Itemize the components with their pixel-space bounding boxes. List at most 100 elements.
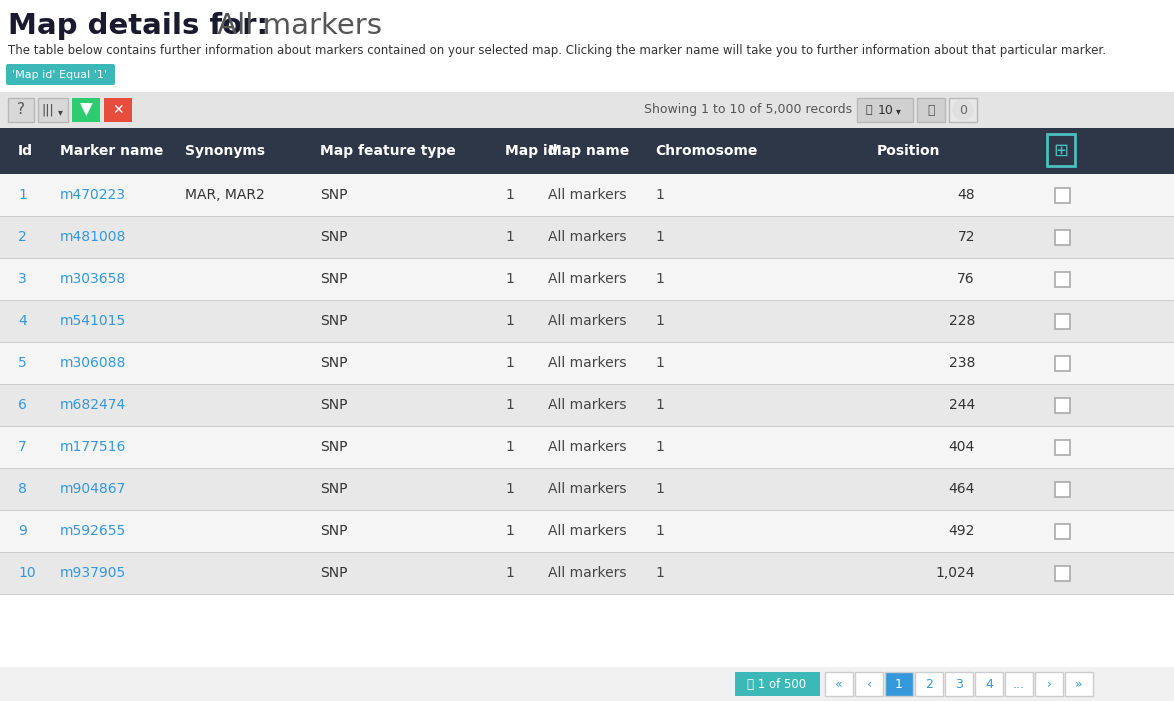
Text: Map details for:: Map details for: bbox=[8, 12, 268, 40]
Bar bbox=[0, 216, 1174, 258]
Text: Id: Id bbox=[18, 144, 33, 158]
Text: 1,024: 1,024 bbox=[936, 566, 974, 580]
Text: 76: 76 bbox=[957, 272, 974, 286]
Text: 6: 6 bbox=[18, 398, 27, 412]
Bar bbox=[72, 98, 100, 122]
Text: ✕: ✕ bbox=[113, 103, 123, 117]
Bar bbox=[0, 667, 1174, 701]
Bar bbox=[0, 300, 1174, 342]
Text: Showing 1 to 10 of 5,000 records: Showing 1 to 10 of 5,000 records bbox=[643, 104, 852, 116]
Bar bbox=[0, 258, 1174, 300]
Bar bbox=[1055, 229, 1070, 245]
Text: 2: 2 bbox=[925, 677, 933, 690]
Text: All markers: All markers bbox=[548, 314, 627, 328]
Text: m541015: m541015 bbox=[60, 314, 127, 328]
Bar bbox=[104, 98, 131, 122]
Bar bbox=[38, 98, 68, 122]
Text: SNP: SNP bbox=[321, 230, 348, 244]
FancyBboxPatch shape bbox=[6, 64, 115, 85]
Text: 1: 1 bbox=[505, 188, 514, 202]
Bar bbox=[885, 672, 913, 696]
Text: 1: 1 bbox=[505, 398, 514, 412]
Text: ‹: ‹ bbox=[866, 677, 871, 690]
Text: All markers: All markers bbox=[548, 272, 627, 286]
Text: »: » bbox=[1075, 677, 1082, 690]
Bar bbox=[1055, 482, 1070, 496]
Text: 48: 48 bbox=[957, 188, 974, 202]
Text: All markers: All markers bbox=[208, 12, 382, 40]
Text: 3: 3 bbox=[956, 677, 963, 690]
Bar bbox=[949, 98, 977, 122]
Bar bbox=[1055, 440, 1070, 454]
Text: Map name: Map name bbox=[548, 144, 629, 158]
Text: 10: 10 bbox=[878, 104, 893, 116]
Text: SNP: SNP bbox=[321, 356, 348, 370]
Bar bbox=[0, 384, 1174, 426]
Bar bbox=[735, 672, 819, 696]
Text: Map id: Map id bbox=[505, 144, 558, 158]
Text: SNP: SNP bbox=[321, 440, 348, 454]
Text: ▾: ▾ bbox=[58, 107, 62, 117]
Text: 1: 1 bbox=[655, 314, 663, 328]
Text: 1: 1 bbox=[655, 272, 663, 286]
Text: All markers: All markers bbox=[548, 524, 627, 538]
Bar bbox=[0, 426, 1174, 468]
Bar bbox=[857, 98, 913, 122]
Text: ...: ... bbox=[1013, 677, 1025, 690]
Text: 1: 1 bbox=[505, 524, 514, 538]
Bar bbox=[1055, 313, 1070, 329]
Text: All markers: All markers bbox=[548, 482, 627, 496]
Bar bbox=[974, 672, 1003, 696]
Text: Map feature type: Map feature type bbox=[321, 144, 456, 158]
Text: 'Map id' Equal '1': 'Map id' Equal '1' bbox=[13, 69, 108, 79]
Text: 🗑: 🗑 bbox=[927, 104, 935, 116]
Text: ›: › bbox=[1046, 677, 1052, 690]
Text: 72: 72 bbox=[958, 230, 974, 244]
Bar bbox=[0, 128, 1174, 174]
Text: 1: 1 bbox=[505, 230, 514, 244]
Text: 464: 464 bbox=[949, 482, 974, 496]
Bar bbox=[1055, 355, 1070, 371]
Text: 244: 244 bbox=[949, 398, 974, 412]
Bar bbox=[0, 92, 1174, 128]
Text: m470223: m470223 bbox=[60, 188, 126, 202]
Bar bbox=[1047, 134, 1075, 166]
Text: SNP: SNP bbox=[321, 524, 348, 538]
Text: SNP: SNP bbox=[321, 566, 348, 580]
Text: 9: 9 bbox=[18, 524, 27, 538]
Bar bbox=[1035, 672, 1062, 696]
Text: m592655: m592655 bbox=[60, 524, 127, 538]
Text: 1: 1 bbox=[505, 272, 514, 286]
Text: 10: 10 bbox=[18, 566, 35, 580]
Text: 1: 1 bbox=[655, 356, 663, 370]
Bar bbox=[825, 672, 853, 696]
Text: All markers: All markers bbox=[548, 230, 627, 244]
Text: 4: 4 bbox=[18, 314, 27, 328]
Text: 1: 1 bbox=[505, 356, 514, 370]
Text: m303658: m303658 bbox=[60, 272, 127, 286]
Text: 4: 4 bbox=[985, 677, 993, 690]
Text: 5: 5 bbox=[18, 356, 27, 370]
Text: 1: 1 bbox=[505, 314, 514, 328]
Text: 7: 7 bbox=[18, 440, 27, 454]
Bar bbox=[917, 98, 945, 122]
Text: 404: 404 bbox=[949, 440, 974, 454]
Text: m682474: m682474 bbox=[60, 398, 127, 412]
Text: 1: 1 bbox=[655, 230, 663, 244]
Text: m306088: m306088 bbox=[60, 356, 127, 370]
Text: Marker name: Marker name bbox=[60, 144, 163, 158]
Text: «: « bbox=[835, 677, 843, 690]
Text: SNP: SNP bbox=[321, 272, 348, 286]
Text: 1: 1 bbox=[655, 188, 663, 202]
Text: 3: 3 bbox=[18, 272, 27, 286]
Text: All markers: All markers bbox=[548, 566, 627, 580]
Bar bbox=[0, 510, 1174, 552]
Text: 0: 0 bbox=[959, 104, 967, 116]
Text: m904867: m904867 bbox=[60, 482, 127, 496]
Bar bbox=[1055, 187, 1070, 203]
Bar bbox=[855, 672, 883, 696]
Text: 1: 1 bbox=[655, 524, 663, 538]
Text: Position: Position bbox=[877, 144, 940, 158]
Text: SNP: SNP bbox=[321, 314, 348, 328]
Text: All markers: All markers bbox=[548, 398, 627, 412]
